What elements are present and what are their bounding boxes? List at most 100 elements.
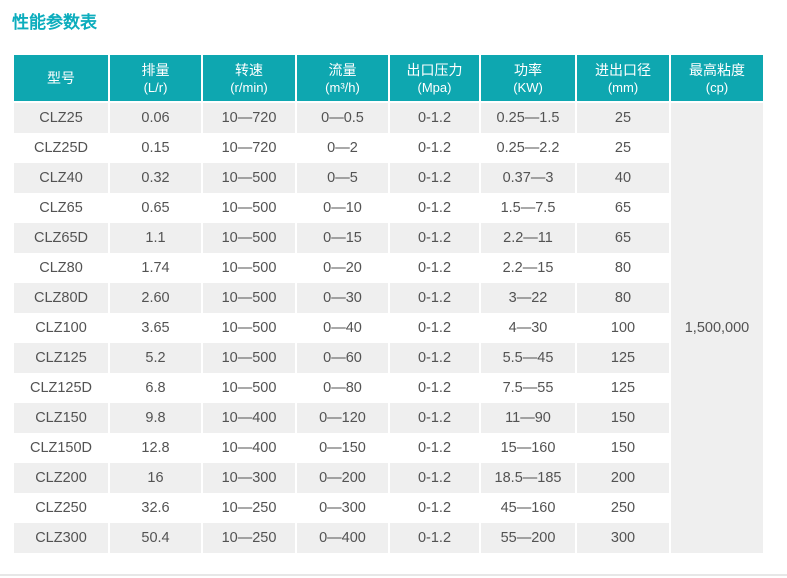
column-unit: (KW) <box>513 79 543 95</box>
cell-displacement: 16 <box>110 463 203 493</box>
cell-model: CLZ100 <box>14 313 110 343</box>
cell-pressure: 0-1.2 <box>390 283 481 313</box>
cell-power: 0.37—3 <box>481 163 577 193</box>
cell-displacement: 2.60 <box>110 283 203 313</box>
cell-power: 18.5—185 <box>481 463 577 493</box>
cell-model: CLZ150D <box>14 433 110 463</box>
cell-model: CLZ250 <box>14 493 110 523</box>
cell-power: 11—90 <box>481 403 577 433</box>
cell-displacement: 3.65 <box>110 313 203 343</box>
cell-model: CLZ25 <box>14 103 110 133</box>
cell-displacement: 0.15 <box>110 133 203 163</box>
cell-diameter: 100 <box>577 313 671 343</box>
cell-model: CLZ25D <box>14 133 110 163</box>
cell-model: CLZ65 <box>14 193 110 223</box>
column-header-model: 型号 <box>14 55 110 103</box>
column-header-flow: 流量 (m³/h) <box>297 55 390 103</box>
column-unit: (L/r) <box>143 79 168 95</box>
cell-speed: 10—400 <box>203 403 297 433</box>
cell-power: 55—200 <box>481 523 577 553</box>
cell-power: 0.25—2.2 <box>481 133 577 163</box>
cell-pressure: 0-1.2 <box>390 523 481 553</box>
cell-speed: 10—500 <box>203 343 297 373</box>
column-label: 最高粘度 <box>689 61 745 78</box>
cell-speed: 10—500 <box>203 223 297 253</box>
table-row: CLZ65 0.65 10—500 0—10 0-1.2 1.5—7.5 65 <box>14 193 763 223</box>
cell-power: 2.2—11 <box>481 223 577 253</box>
cell-diameter: 250 <box>577 493 671 523</box>
table-row: CLZ125D 6.8 10—500 0—80 0-1.2 7.5—55 125 <box>14 373 763 403</box>
cell-pressure: 0-1.2 <box>390 493 481 523</box>
cell-displacement: 0.32 <box>110 163 203 193</box>
cell-model: CLZ125 <box>14 343 110 373</box>
cell-displacement: 1.74 <box>110 253 203 283</box>
cell-speed: 10—250 <box>203 493 297 523</box>
table-header: 型号 排量 (L/r) 转速 (r/min) 流量 (m³/h) 出口压力 (Mpa) 功率 (KW… <box>14 55 763 103</box>
cell-model: CLZ125D <box>14 373 110 403</box>
cell-model: CLZ200 <box>14 463 110 493</box>
cell-power: 1.5—7.5 <box>481 193 577 223</box>
cell-pressure: 0-1.2 <box>390 433 481 463</box>
column-label: 排量 <box>141 61 170 78</box>
cell-speed: 10—500 <box>203 373 297 403</box>
cell-model: CLZ80D <box>14 283 110 313</box>
column-unit: (r/min) <box>230 79 268 95</box>
cell-diameter: 150 <box>577 403 671 433</box>
page-title: 性能参数表 <box>12 13 97 32</box>
column-header-viscosity: 最高粘度 (cp) <box>671 55 763 103</box>
cell-diameter: 200 <box>577 463 671 493</box>
cell-model: CLZ300 <box>14 523 110 553</box>
cell-displacement: 50.4 <box>110 523 203 553</box>
column-header-speed: 转速 (r/min) <box>203 55 297 103</box>
cell-flow: 0—2 <box>297 133 390 163</box>
cell-displacement: 0.65 <box>110 193 203 223</box>
cell-pressure: 0-1.2 <box>390 223 481 253</box>
cell-flow: 0—40 <box>297 313 390 343</box>
max-viscosity-cell: 1,500,000 <box>671 103 763 553</box>
cell-flow: 0—10 <box>297 193 390 223</box>
cell-pressure: 0-1.2 <box>390 253 481 283</box>
cell-power: 45—160 <box>481 493 577 523</box>
column-unit: (m³/h) <box>325 79 360 95</box>
cell-flow: 0—20 <box>297 253 390 283</box>
table-row: CLZ80D 2.60 10—500 0—30 0-1.2 3—22 80 <box>14 283 763 313</box>
cell-speed: 10—300 <box>203 463 297 493</box>
cell-diameter: 150 <box>577 433 671 463</box>
cell-model: CLZ40 <box>14 163 110 193</box>
cell-power: 4—30 <box>481 313 577 343</box>
column-label: 进出口径 <box>595 61 651 78</box>
cell-displacement: 6.8 <box>110 373 203 403</box>
cell-diameter: 80 <box>577 253 671 283</box>
cell-pressure: 0-1.2 <box>390 313 481 343</box>
cell-diameter: 65 <box>577 193 671 223</box>
cell-diameter: 125 <box>577 373 671 403</box>
cell-power: 5.5—45 <box>481 343 577 373</box>
column-unit: (cp) <box>705 79 729 95</box>
table-row: CLZ65D 1.1 10—500 0—15 0-1.2 2.2—11 65 <box>14 223 763 253</box>
cell-diameter: 125 <box>577 343 671 373</box>
cell-pressure: 0-1.2 <box>390 193 481 223</box>
cell-displacement: 12.8 <box>110 433 203 463</box>
cell-pressure: 0-1.2 <box>390 343 481 373</box>
cell-pressure: 0-1.2 <box>390 133 481 163</box>
table-row: CLZ80 1.74 10—500 0—20 0-1.2 2.2—15 80 <box>14 253 763 283</box>
cell-power: 0.25—1.5 <box>481 103 577 133</box>
column-label: 出口压力 <box>406 61 463 78</box>
cell-displacement: 9.8 <box>110 403 203 433</box>
cell-diameter: 40 <box>577 163 671 193</box>
cell-speed: 10—500 <box>203 253 297 283</box>
cell-diameter: 25 <box>577 133 671 163</box>
cell-flow: 0—30 <box>297 283 390 313</box>
table-row: CLZ100 3.65 10—500 0—40 0-1.2 4—30 100 <box>14 313 763 343</box>
cell-pressure: 0-1.2 <box>390 403 481 433</box>
cell-displacement: 32.6 <box>110 493 203 523</box>
performance-table: 型号 排量 (L/r) 转速 (r/min) 流量 (m³/h) 出口压力 (Mpa) 功率 (KW… <box>14 55 763 553</box>
cell-diameter: 25 <box>577 103 671 133</box>
cell-power: 15—160 <box>481 433 577 463</box>
column-header-pressure: 出口压力 (Mpa) <box>390 55 481 103</box>
table-row: CLZ150 9.8 10—400 0—120 0-1.2 11—90 150 <box>14 403 763 433</box>
column-label: 型号 <box>47 70 75 86</box>
column-header-displacement: 排量 (L/r) <box>110 55 203 103</box>
table-row: CLZ40 0.32 10—500 0—5 0-1.2 0.37—3 40 <box>14 163 763 193</box>
cell-speed: 10—720 <box>203 103 297 133</box>
